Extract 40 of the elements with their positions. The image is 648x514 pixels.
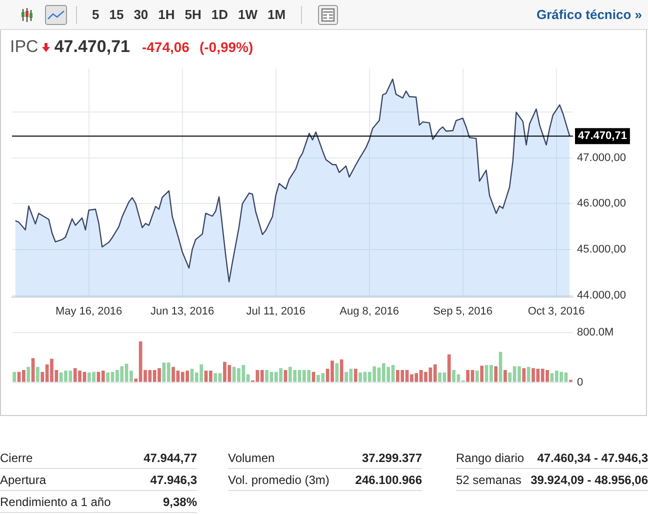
text: 52 semanas [456, 473, 522, 487]
y-tick-label: 800.0M [577, 326, 614, 339]
text: 246.100.966 [355, 473, 422, 487]
text: 5H [184, 7, 202, 22]
text: 9,38% [162, 495, 197, 509]
x-tick-label: Jun 13, 2016 [150, 306, 214, 318]
x-tick-label: Sep 5, 2016 [433, 306, 492, 318]
text: 30 [134, 7, 148, 22]
text: 37.299.377 [362, 451, 422, 465]
text: 39.924,09 - 48.956,06 [530, 473, 648, 487]
text: 47.944,77 [144, 451, 197, 465]
text: -474,06 [142, 39, 190, 55]
text: 1D [211, 7, 228, 22]
text: 5 [92, 7, 100, 22]
text: Apertura [0, 473, 46, 487]
x-tick-label: May 16, 2016 [55, 306, 122, 318]
text: 1W [238, 7, 258, 22]
x-tick-label: Oct 3, 2016 [528, 306, 585, 318]
text: Gráfico técnico » [536, 7, 642, 22]
y-tick-label: 45.000,00 [577, 244, 626, 256]
text: Rango diario [456, 451, 524, 465]
y-tick-label: 44.000,00 [577, 290, 626, 302]
text: 1M [268, 7, 286, 22]
x-tick-label: Aug 8, 2016 [340, 306, 399, 318]
text: 47.946,3 [150, 473, 197, 487]
text: Vol. promedio (3m) [228, 473, 330, 487]
ref-line-label: 47.470,71 [578, 130, 627, 142]
text: Cierre [0, 451, 33, 465]
text: 15 [109, 7, 124, 22]
y-tick-label: 0 [577, 376, 584, 388]
text: 1H [158, 7, 175, 22]
text: Rendimiento a 1 año [0, 495, 111, 509]
y-tick-label: 47.000,00 [577, 152, 626, 164]
x-tick-label: Jul 11, 2016 [246, 306, 306, 318]
y-tick-label: 46.000,00 [577, 198, 626, 210]
text: 47.460,34 - 47.946,3 [537, 451, 648, 465]
text: (-0,99%) [199, 39, 254, 55]
chart-subtitle: 47.470,71 [54, 37, 130, 57]
chart-title: IPC [10, 37, 38, 57]
text: Volumen [228, 451, 275, 465]
